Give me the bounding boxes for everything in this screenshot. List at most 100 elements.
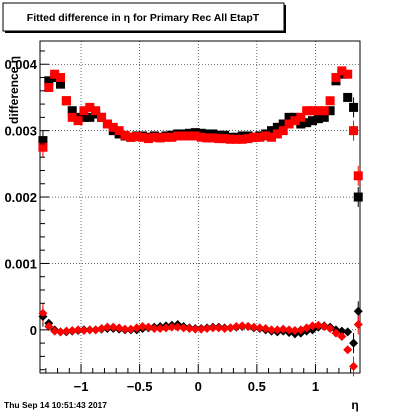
- data-point: [331, 328, 341, 338]
- data-point: [214, 134, 224, 144]
- data-point: [249, 322, 259, 332]
- data-point: [50, 69, 60, 79]
- data-point: [73, 116, 83, 126]
- x-tick-label: −0.5: [127, 379, 153, 394]
- data-point: [225, 323, 235, 333]
- data-point: [349, 361, 359, 371]
- data-point: [343, 327, 353, 337]
- x-axis-title: η: [351, 398, 358, 412]
- data-point: [138, 322, 148, 332]
- data-point: [208, 133, 218, 143]
- data-point: [44, 322, 54, 332]
- y-axis-title: difference η: [7, 56, 21, 124]
- axes: [40, 50, 352, 373]
- data-point: [243, 322, 253, 332]
- x-tick-label: 0.5: [248, 379, 266, 394]
- data-point: [220, 134, 230, 144]
- data-point: [108, 322, 118, 332]
- data-point: [190, 131, 200, 141]
- data-point: [56, 327, 66, 337]
- data-point: [272, 122, 282, 132]
- data-point: [143, 322, 153, 332]
- plot-frame: [39, 40, 361, 374]
- data-point: [179, 131, 189, 141]
- data-point: [267, 325, 277, 335]
- data-point: [220, 324, 230, 334]
- data-point: [308, 106, 318, 116]
- data-point: [85, 112, 95, 122]
- data-point: [284, 119, 294, 129]
- y-tick-label: 0.003: [4, 124, 37, 139]
- data-point: [179, 323, 189, 333]
- data-point: [91, 106, 101, 116]
- data-point: [261, 131, 271, 141]
- data-point: [149, 324, 159, 334]
- data-point: [50, 326, 60, 336]
- data-point: [284, 112, 294, 122]
- data-point: [173, 322, 183, 332]
- data-point: [331, 73, 341, 83]
- x-tick-label: 0: [195, 379, 202, 394]
- data-point: [161, 323, 171, 333]
- data-point: [237, 134, 247, 144]
- data-point: [67, 112, 77, 122]
- data-point: [290, 326, 300, 336]
- data-point: [267, 132, 277, 142]
- data-point: [97, 324, 107, 334]
- data-point: [202, 324, 212, 334]
- data-point: [155, 133, 165, 143]
- data-point: [267, 126, 277, 136]
- data-point: [38, 136, 48, 146]
- data-point: [337, 331, 347, 341]
- data-point: [343, 345, 353, 355]
- data-point: [167, 132, 177, 142]
- data-point: [302, 118, 312, 128]
- data-point: [231, 134, 241, 144]
- y-tick-label: 0.002: [4, 190, 37, 205]
- data-point: [102, 119, 112, 129]
- data-point: [102, 322, 112, 332]
- data-point: [308, 321, 318, 331]
- data-point: [126, 132, 136, 142]
- chart-title: Fitted difference in η for Primary Rec A…: [27, 12, 260, 24]
- data-point: [149, 132, 159, 142]
- data-point: [325, 106, 335, 116]
- data-point: [126, 324, 136, 334]
- data-point: [249, 132, 259, 142]
- data-point: [108, 122, 118, 132]
- data-point: [353, 320, 363, 330]
- data-point: [319, 112, 329, 122]
- data-point: [208, 323, 218, 333]
- x-tick-label: −1: [74, 379, 89, 394]
- data-point: [184, 131, 194, 141]
- x-tick-label: 1: [312, 379, 319, 394]
- data-point: [120, 324, 130, 334]
- data-point: [272, 129, 282, 139]
- data-point: [284, 325, 294, 335]
- data-point: [79, 326, 89, 336]
- data-point: [313, 320, 323, 330]
- data-point: [343, 69, 353, 79]
- y-tick-label: 0: [30, 323, 37, 338]
- data-point: [231, 322, 241, 332]
- data-point: [337, 66, 347, 76]
- data-point: [278, 119, 288, 129]
- data-points: [38, 66, 363, 371]
- data-point: [79, 112, 89, 122]
- data-point: [319, 106, 329, 116]
- tick-labels: −1 −0.5 0 0.5 1 0 0.001 0.002 0.003 0.004: [4, 57, 319, 394]
- data-point: [67, 326, 77, 336]
- title-box-shadow-bottom: [5, 31, 286, 33]
- data-point: [255, 323, 265, 333]
- data-point: [143, 134, 153, 144]
- data-point: [349, 102, 359, 112]
- y-tick-label: 0.004: [4, 57, 37, 72]
- data-point: [132, 323, 142, 333]
- data-point: [255, 132, 265, 142]
- data-point: [225, 134, 235, 144]
- data-point: [290, 116, 300, 126]
- data-point: [167, 322, 177, 332]
- data-point: [85, 102, 95, 112]
- data-point: [302, 106, 312, 116]
- data-point: [56, 73, 66, 83]
